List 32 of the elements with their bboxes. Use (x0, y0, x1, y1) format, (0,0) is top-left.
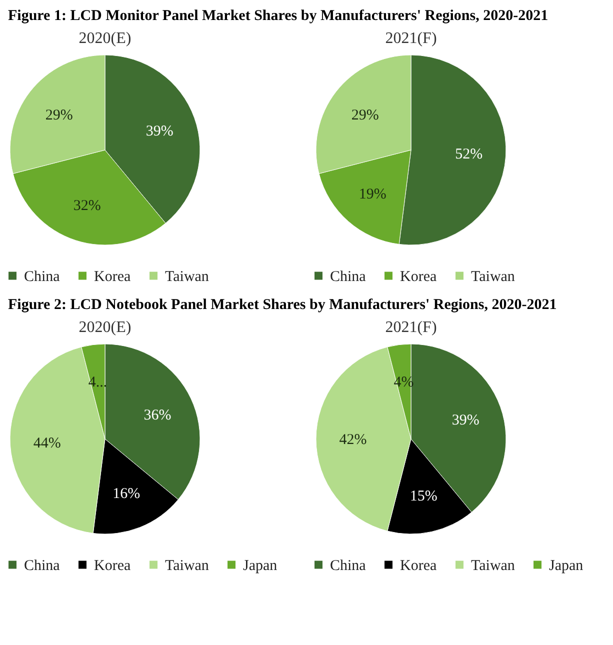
data-label: 42% (339, 432, 367, 448)
data-label: 16% (112, 486, 140, 502)
data-label: 15% (410, 488, 438, 505)
legend-label: Taiwan (471, 268, 516, 285)
chart-subtitle: 2020(E) (78, 30, 132, 47)
legend-label: China (330, 268, 366, 285)
chart-title: 2021(F) (385, 319, 437, 336)
data-label: 29% (351, 107, 379, 124)
legend-label: Korea (400, 558, 437, 574)
legend-label: Korea (94, 268, 131, 285)
chart-title: Figure 2: LCD Notebook Panel Market Shares by Manufacturers' Regions, 2020-2021 (7, 296, 558, 314)
legend-label: China (24, 268, 60, 285)
chart-title: 2021(F) (385, 30, 437, 47)
legend-label: Korea (94, 558, 131, 574)
text: Figure 1: LCD Monitor Panel Market Shares by Manufacturers' Regions, 2020-2021 (7, 7, 550, 25)
legend-label: China (330, 558, 366, 574)
legend-label: Taiwan (471, 558, 516, 574)
data-label: 39% (146, 123, 174, 140)
legend-label: Japan (549, 558, 584, 574)
data-label: 39% (452, 412, 480, 428)
data-label: 36% (144, 407, 172, 424)
data-label: 32% (73, 198, 101, 214)
data-label: 19% (358, 186, 386, 203)
data-label: 52% (455, 146, 483, 163)
data-label: 29% (45, 107, 73, 124)
legend-label: Taiwan (165, 268, 210, 285)
legend-label: Korea (400, 268, 437, 285)
legend-label: China (24, 558, 60, 574)
chart-subtitle: 2020(E) (78, 319, 132, 336)
data-label: 44% (33, 436, 61, 452)
legend-label: Taiwan (165, 558, 210, 574)
legend-label: Japan (243, 558, 278, 574)
